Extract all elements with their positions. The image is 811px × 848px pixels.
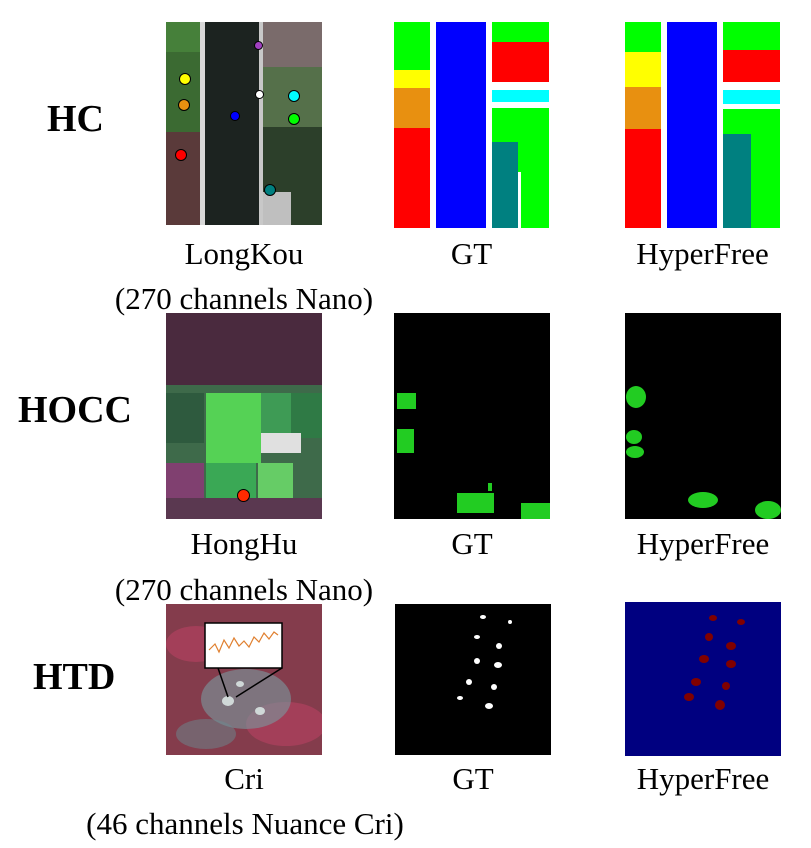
honghu-rgb-image [166, 313, 322, 519]
cri-rgb-image [166, 604, 322, 755]
caption-cri-sensor: (46 channels Nuance Cri) [86, 806, 404, 841]
cri-hyperfree-map [625, 602, 781, 756]
longkou-rgb-image [166, 22, 322, 225]
caption-hyperfree: HyperFree [636, 236, 769, 271]
caption-longkou-sensor: (270 channels Nano) [114, 281, 374, 316]
longkou-hyperfree-map [625, 22, 780, 228]
caption-gt: GT [451, 526, 493, 561]
sample-marker [288, 113, 300, 125]
sample-marker [255, 90, 264, 99]
row-label-htd: HTD [33, 656, 116, 698]
caption-hyperfree: HyperFree [636, 526, 770, 561]
row-label-hc: HC [47, 98, 104, 140]
caption-cri: Cri [224, 761, 264, 796]
honghu-gt-map [394, 313, 550, 519]
sample-marker [230, 111, 240, 121]
sample-marker [179, 73, 191, 85]
caption-gt: GT [450, 236, 493, 271]
honghu-hyperfree-map [625, 313, 781, 519]
sample-marker [178, 99, 190, 111]
longkou-gt-map [394, 22, 549, 228]
caption-gt: GT [452, 761, 494, 796]
row-label-hocc: HOCC [18, 389, 132, 431]
sample-marker [288, 90, 300, 102]
caption-longkou: LongKou [184, 236, 304, 271]
cri-gt-map [395, 604, 551, 755]
sample-marker [237, 489, 250, 502]
sample-marker [175, 149, 187, 161]
sample-marker [254, 41, 263, 50]
caption-honghu: HongHu [190, 526, 298, 561]
sample-marker [264, 184, 276, 196]
caption-honghu-sensor: (270 channels Nano) [114, 572, 374, 607]
caption-hyperfree: HyperFree [636, 761, 770, 796]
